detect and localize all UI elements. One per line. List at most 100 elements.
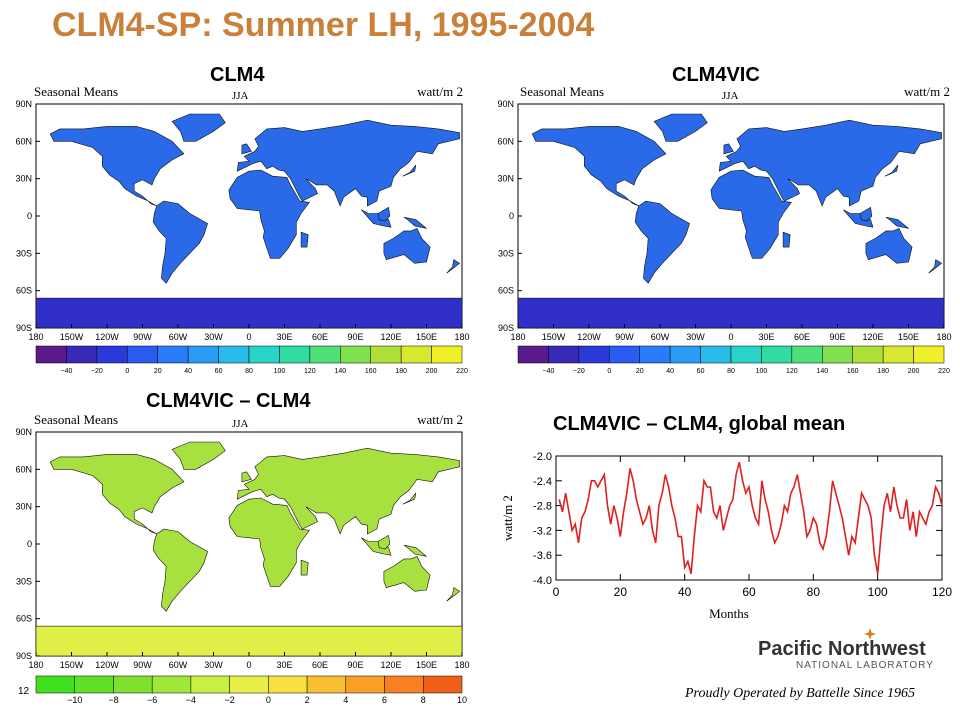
landmass-africa [710,169,792,259]
lon-tick-label: 180 [510,332,525,342]
lat-tick-label: 60S [16,286,32,296]
colorbar-swatch [345,675,385,694]
colorbar-label: 20 [154,368,162,374]
colorbar-label: −6 [147,695,157,705]
colorbar-label: 4 [343,695,348,705]
unit-label: watt/m 2 [417,412,463,427]
landmass-nz [446,587,461,602]
lat-tick-label: 60S [498,286,514,296]
colorbar-label: −20 [573,368,585,374]
lon-tick-label: 180 [28,660,43,670]
landmass-antarctica [517,297,945,329]
lon-tick-label: 90E [347,660,363,670]
colorbar-swatch [151,675,192,694]
colorbar-label: −2 [225,695,235,705]
lon-tick-label: 180 [454,332,469,342]
lon-tick-label: 150E [898,332,919,342]
landmass-australia [383,228,431,264]
colorbar-label: 220 [938,368,950,374]
lat-tick-label: 90N [15,427,32,437]
lon-tick-label: 60W [651,332,670,342]
landmass-africa [228,497,310,587]
colorbar-swatch [609,345,640,364]
global-mean-line-chart: -2.0 -2.4 -2.8 -3.2 -3.6 -4.00 20 40 60 80 100 120 M… [500,451,952,621]
colorbar-label: 60 [697,368,705,374]
landmass-madagascar [782,231,791,248]
landmass-uk [241,143,252,155]
colorbar-swatch [187,345,219,364]
colorbar-swatch [96,345,128,364]
y-axis-label: watt/m 2 [500,495,515,541]
lat-tick-label: 60S [16,614,32,624]
colorbar-label: 120 [304,368,316,374]
lon-tick-label: 150W [60,332,84,342]
colorbar-label: 100 [274,368,286,374]
lon-tick-label: 180 [454,660,469,670]
slide-title: CLM4-SP: Summer LH, 1995-2004 [52,6,595,44]
colorbar-swatch [35,675,75,694]
colorbar-swatch [66,345,98,364]
lon-tick-label: 0 [728,332,733,342]
colorbar-swatch [370,345,402,364]
lat-tick-label: 90N [15,99,32,109]
unit-label: watt/m 2 [904,84,950,99]
landmass-namerica [49,454,185,535]
pnnl-lab-text: NATIONAL LABORATORY [796,660,934,671]
lon-tick-label: 180 [936,332,951,342]
lat-tick-label: 60N [15,464,32,474]
seasonal-means-label: Seasonal Means [34,84,119,99]
lat-tick-label: 0 [27,211,32,221]
landmass-eurasia [236,119,460,207]
lon-tick-label: 60W [169,332,188,342]
landmass-newguinea [403,216,427,229]
colorbar-label: 180 [877,368,889,374]
lon-tick-label: 120W [95,660,119,670]
colorbar-label: 6 [382,695,387,705]
series-line [558,462,943,574]
lon-tick-label: 0 [246,660,251,670]
colorbar-label: 80 [727,368,735,374]
colorbar-swatch [548,345,580,364]
colorbar-swatch [791,345,823,364]
colorbar-swatch [852,345,884,364]
colorbar-swatch [74,675,114,694]
colorbar-swatch [639,345,671,364]
y-tick-label: -3.6 [533,550,552,562]
colorbar-swatch [578,345,610,364]
landmass-namerica [531,126,667,207]
season-label: JJA [232,418,249,430]
seasonal-means-label: Seasonal Means [34,412,119,427]
colorbar-label: −4 [186,695,196,705]
colorbar-swatch [669,345,701,364]
colorbar-label: −8 [108,695,118,705]
colorbar-label: 80 [245,368,253,374]
colorbar-label: 0 [607,368,611,374]
colorbar-label: −20 [91,368,103,374]
y-tick-label: -2.4 [533,476,552,488]
colorbar-swatch [279,345,311,364]
colorbar-label: −10 [67,695,82,705]
lat-tick-label: 90S [16,651,32,661]
colorbar-label: 0 [125,368,129,374]
lon-tick-label: 150W [542,332,566,342]
colorbar-label: 0 [266,695,271,705]
colorbar-swatch [157,345,189,364]
lon-tick-label: 30E [276,332,292,342]
lon-tick-label: 90W [133,332,152,342]
colorbar-label: 140 [816,368,828,374]
lon-tick-label: 30E [276,660,292,670]
landmass-greenland [171,441,226,470]
colorbar-swatch [913,345,945,364]
lon-tick-label: 150W [60,660,84,670]
y-tick-label: -3.2 [533,525,552,537]
landmass-indonesia [361,537,392,556]
colorbar-swatch [268,675,308,694]
landmass-madagascar [300,231,309,248]
lon-tick-label: 120E [862,332,883,342]
landmass-uk [723,143,734,155]
x-tick-label: 60 [742,585,756,599]
seasonal-means-label: Seasonal Means [520,84,605,99]
